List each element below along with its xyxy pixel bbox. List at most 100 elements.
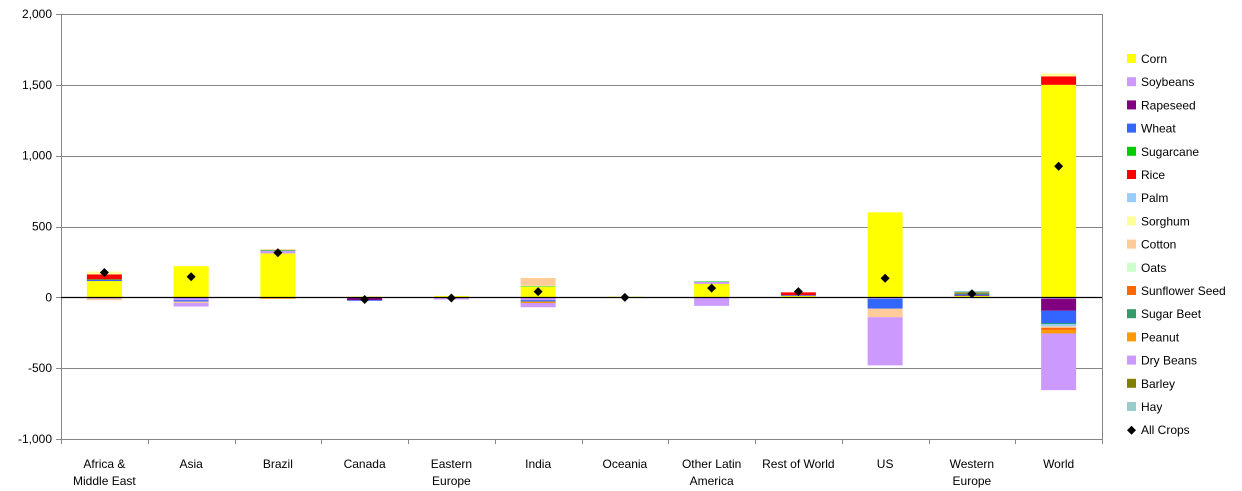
legend-label: All Crops	[1141, 423, 1190, 437]
y-tick-label: 1,500	[22, 78, 52, 92]
legend-label: Cotton	[1141, 238, 1176, 252]
legend-label: Hay	[1141, 400, 1162, 414]
legend-swatch	[1127, 286, 1136, 295]
legend-label: Oats	[1141, 261, 1166, 275]
bar-segment-cotton	[173, 301, 209, 303]
x-tick-label: Western Europe	[950, 457, 994, 488]
y-tick-label: -1,000	[18, 432, 52, 446]
gridlines	[61, 14, 1102, 440]
all-crops-marker	[1054, 161, 1064, 171]
x-tick-label-line: US	[877, 457, 894, 471]
legend-label: Soybeans	[1141, 75, 1194, 89]
x-tick-label: World	[1043, 457, 1074, 471]
x-tick-label-line: Middle East	[73, 474, 136, 488]
legend-label: Barley	[1141, 377, 1175, 391]
x-tick-label-line: Brazil	[263, 457, 293, 471]
all-crops-markers	[99, 161, 1064, 304]
legend-swatch	[1127, 355, 1136, 365]
bar-segment-corn	[173, 266, 209, 298]
x-tick-label-line: India	[525, 457, 551, 471]
x-tick-label-line: Western	[950, 457, 994, 471]
all-crops-marker	[707, 283, 717, 293]
legend-label: Sugarcane	[1141, 145, 1199, 159]
all-crops-marker	[360, 294, 370, 304]
legend-swatch	[1127, 123, 1136, 133]
x-tick-label: US	[877, 457, 894, 471]
x-tick-label: Rest of World	[762, 457, 834, 471]
legend-swatch	[1127, 378, 1136, 388]
y-tick-label: -500	[28, 361, 52, 375]
bar-segment-sunflower-seed	[1041, 327, 1077, 330]
bar-segment-rice	[1041, 76, 1077, 85]
x-tick-label: Brazil	[263, 457, 293, 471]
bar-segment-cotton	[867, 308, 903, 318]
bar-segment-dry-beans	[867, 317, 903, 366]
legend-swatch	[1127, 170, 1136, 179]
bar-stacks	[86, 73, 1077, 391]
x-tick-label-line: Asia	[179, 457, 203, 471]
bar-segment-peanut	[1041, 329, 1077, 334]
all-crops-marker	[186, 272, 196, 282]
bar-segment-dry-beans	[520, 303, 556, 308]
bar-segment-sorghum	[520, 285, 556, 287]
legend-label: Palm	[1141, 191, 1168, 205]
x-tick-label-line: Eastern	[431, 457, 472, 471]
x-tick-label: Oceania	[603, 457, 648, 471]
bar-segment-wheat	[867, 298, 903, 309]
bar-segment-peanut	[520, 301, 556, 303]
y-tick-label: 2,000	[22, 7, 52, 21]
legend-swatch	[1127, 425, 1136, 435]
bar-segment-corn	[867, 212, 903, 298]
bar-segment-soybeans	[520, 297, 556, 301]
bar-segment-corn	[780, 295, 816, 298]
bar-segment-soybeans	[173, 297, 209, 301]
x-tick-label-line: Oceania	[603, 457, 648, 471]
all-crops-marker	[793, 287, 803, 297]
x-tick-label-line: Rest of World	[762, 457, 834, 471]
y-tick-labels: 2,000 1,500 1,000 500 0 -500 -1,000	[18, 7, 52, 446]
bar-segment-dry-beans	[694, 297, 730, 306]
legend-swatch	[1127, 239, 1136, 249]
bar-segment-corn	[1041, 84, 1077, 298]
x-tick-label-line: Europe	[953, 474, 992, 488]
legend-swatch	[1127, 309, 1136, 319]
legend: Corn Soybeans Rapeseed Wheat Sugarcane Rice Pa…	[1127, 52, 1226, 437]
x-tick-label: Canada	[344, 457, 386, 471]
all-crops-marker	[880, 273, 890, 283]
legend-swatch	[1127, 216, 1136, 226]
all-crops-marker	[533, 287, 543, 297]
bar-segment-sugarcane	[86, 279, 122, 280]
x-tick-label: Asia	[179, 457, 203, 471]
bar-segment-cotton	[520, 277, 556, 286]
x-tick-label-line: Africa &	[83, 457, 125, 471]
legend-label: Rapeseed	[1141, 98, 1196, 112]
bar-segment-cotton	[86, 298, 122, 301]
bar-segment-wheat	[86, 279, 122, 282]
y-tick-label: 0	[45, 290, 52, 304]
x-tick-labels: Africa & Middle East Asia Brazil Canada Easte…	[73, 457, 1074, 488]
x-tick-label: Africa & Middle East	[73, 457, 136, 488]
x-tick-label-line: Europe	[432, 474, 471, 488]
legend-swatch	[1127, 402, 1136, 411]
all-crops-marker	[967, 289, 977, 299]
legend-label: Peanut	[1141, 330, 1180, 344]
bar-segment-dry-beans	[173, 303, 209, 307]
legend-swatch	[1127, 262, 1136, 272]
legend-label: Sorghum	[1141, 214, 1190, 228]
legend-label: Corn	[1141, 52, 1167, 66]
x-tick-label-line: Canada	[344, 457, 386, 471]
all-crops-marker	[273, 248, 283, 258]
bar-segment-corn	[260, 253, 296, 298]
legend-swatch	[1127, 193, 1136, 203]
x-tick-label-line: Other Latin	[682, 457, 741, 471]
bar-segment-palm	[1041, 324, 1077, 327]
legend-label: Wheat	[1141, 122, 1176, 136]
bar-segment-sugarcane	[520, 286, 556, 287]
legend-swatch	[1127, 146, 1136, 156]
y-tick-label: 500	[32, 220, 52, 234]
bar-segment-corn	[86, 281, 122, 298]
y-tick-label: 1,000	[22, 149, 52, 163]
legend-swatch	[1127, 77, 1136, 87]
x-tick-label: Eastern Europe	[431, 457, 472, 488]
legend-swatch	[1127, 332, 1136, 342]
